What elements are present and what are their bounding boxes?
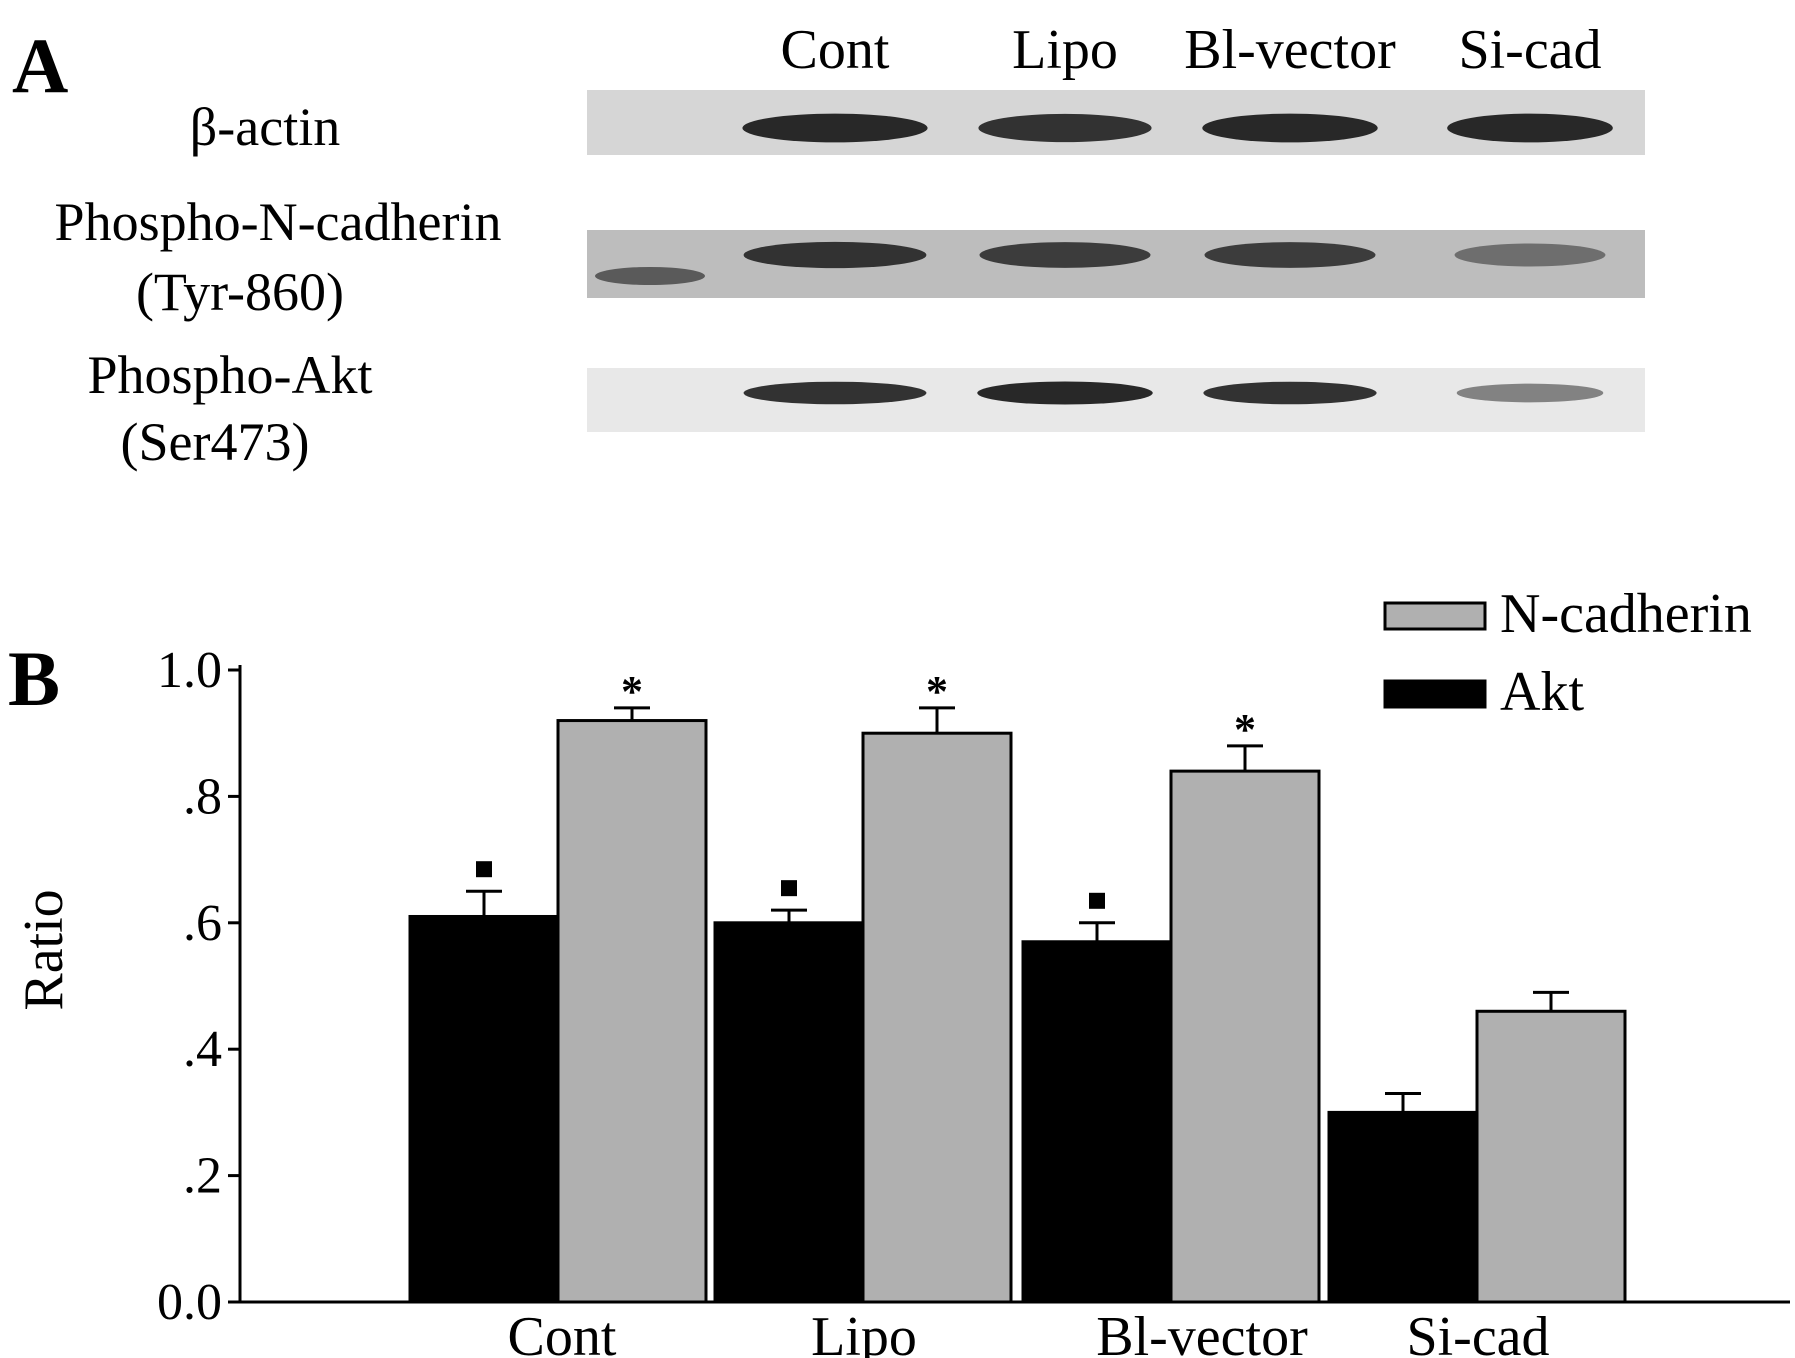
y-tick-label: 0.0 — [157, 1274, 222, 1331]
legend: N-cadherin Akt — [1383, 583, 1752, 723]
y-tick-label: 1.0 — [157, 642, 222, 699]
bar-n-cadherin — [556, 719, 708, 1304]
bar-akt — [408, 914, 560, 1304]
blot-band — [1447, 113, 1613, 143]
y-axis-label: Ratio — [13, 889, 75, 1010]
x-tick-label: Bl-vector — [1096, 1306, 1308, 1358]
y-tick-label: .2 — [183, 1148, 222, 1205]
blot-band — [742, 113, 928, 143]
blot-band — [977, 381, 1153, 405]
significance-marker — [476, 861, 492, 878]
blot-band — [1456, 383, 1604, 403]
blot-lane-label: Cont — [781, 19, 890, 81]
legend-swatch — [1383, 601, 1487, 631]
blot-row-label: (Tyr-860) — [136, 262, 344, 322]
blot-row-label: β-actin — [190, 97, 340, 157]
significance-marker: * — [1234, 705, 1256, 754]
significance-marker: * — [621, 667, 643, 716]
blot-row-label: (Ser473) — [121, 412, 310, 472]
y-tick-label: .6 — [183, 895, 222, 952]
blot-lane-label: Bl-vector — [1184, 19, 1396, 81]
significance-marker — [781, 880, 797, 897]
blot-band — [1203, 381, 1377, 405]
x-tick-label: Si-cad — [1406, 1306, 1549, 1358]
bar-akt — [1021, 940, 1173, 1304]
blot-band — [978, 113, 1152, 143]
panel-a-label: A — [12, 22, 68, 109]
bar-n-cadherin — [861, 731, 1013, 1304]
x-tick-label: Lipo — [811, 1306, 917, 1358]
bar-n-cadherin — [1475, 1009, 1627, 1304]
bar-akt — [713, 921, 865, 1304]
blot-band — [1454, 243, 1606, 267]
blot-band — [1202, 113, 1378, 143]
western-blot — [587, 90, 1645, 432]
blot-band — [979, 242, 1151, 268]
x-tick-label: Cont — [508, 1306, 617, 1358]
blot-band — [1204, 242, 1376, 268]
blot-lane-label: Lipo — [1012, 19, 1118, 81]
blot-row-label: Phospho-N-cadherin — [55, 192, 502, 252]
blot-band — [595, 267, 705, 285]
y-tick-label: .8 — [183, 768, 222, 825]
blot-row-label: Phospho-Akt — [87, 345, 372, 405]
panel-b-label: B — [8, 635, 60, 722]
legend-label: Akt — [1500, 661, 1584, 723]
bar-n-cadherin — [1169, 769, 1321, 1304]
y-tick-label: .4 — [183, 1021, 222, 1078]
legend-swatch — [1383, 679, 1487, 709]
blot-band — [743, 241, 927, 269]
bar-akt — [1327, 1110, 1479, 1304]
significance-marker: * — [926, 667, 948, 716]
blot-row-labels: β-actin Phospho-N-cadherin (Tyr-860) Phosph… — [55, 97, 502, 472]
blot-band — [743, 381, 927, 405]
bar-chart: 0.0 .2 .4 .6 .8 1.0 * Cont * Lipo * Bl-vector Si-cad — [157, 642, 1790, 1358]
lane-labels: Cont Lipo Bl-vector Si-cad — [781, 19, 1602, 81]
significance-marker — [1089, 892, 1105, 909]
blot-lane-label: Si-cad — [1458, 19, 1601, 81]
legend-label: N-cadherin — [1500, 583, 1752, 645]
